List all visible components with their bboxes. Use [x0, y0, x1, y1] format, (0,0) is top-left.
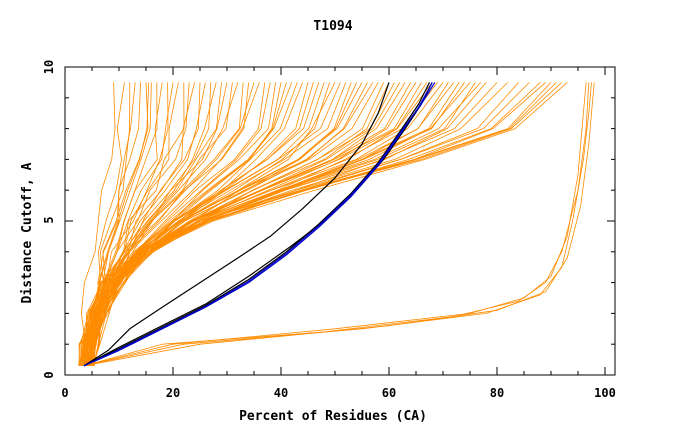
bundle-series-line [87, 82, 136, 366]
x-tick-labels: 0 20 40 60 80 100 [61, 386, 615, 400]
x-axis-label: Percent of Residues (CA) [239, 409, 427, 424]
bundle-series-line [93, 82, 357, 366]
bundle-series-line [78, 82, 557, 366]
x-tick-label: 0 [61, 386, 68, 400]
bundle-series-line [84, 82, 347, 366]
y-tick-label: 5 [42, 216, 56, 223]
axis-ticks [64, 66, 615, 376]
late-series-line [83, 82, 592, 367]
x-tick-label: 60 [382, 386, 396, 400]
x-tick-label: 20 [166, 386, 180, 400]
bundle-series-line [78, 82, 509, 366]
bundle-series-line [89, 82, 541, 366]
bundle-series-line [85, 82, 352, 366]
chart-title: T1094 [313, 19, 352, 34]
bundle-series-line [87, 82, 239, 366]
plot-curves [78, 82, 595, 367]
black-series-line [83, 82, 431, 367]
y-tick-label: 10 [42, 60, 56, 74]
bundle-series-line [88, 82, 260, 366]
bundle-series-line [80, 82, 379, 366]
bundle-series-line [86, 82, 552, 366]
black-series-line [83, 82, 390, 367]
blue-series-line [83, 82, 436, 367]
bundle-series-line [82, 82, 411, 366]
y-tick-labels: 0 5 10 [42, 60, 56, 379]
y-tick-label: 0 [42, 371, 56, 378]
late-series-line [83, 82, 590, 367]
bundle-series-line [78, 82, 228, 366]
bundle-series-line [80, 82, 563, 366]
bundle-series-line [84, 82, 428, 366]
bundle-series-line [92, 82, 201, 366]
late-series-line [83, 82, 595, 367]
bundle-series-line [89, 82, 303, 366]
bundle-series-line [84, 82, 476, 366]
bundle-series-line [78, 82, 116, 366]
late-series-line [83, 82, 587, 367]
y-axis-label: Distance Cutoff, A [20, 162, 35, 303]
bundle-series-line [81, 82, 433, 366]
bundle-series-line [86, 82, 568, 366]
x-tick-label: 40 [274, 386, 288, 400]
x-tick-label: 100 [594, 386, 616, 400]
bundle-series-line [84, 82, 417, 366]
x-tick-label: 80 [490, 386, 504, 400]
bundle-series-line [83, 82, 422, 366]
